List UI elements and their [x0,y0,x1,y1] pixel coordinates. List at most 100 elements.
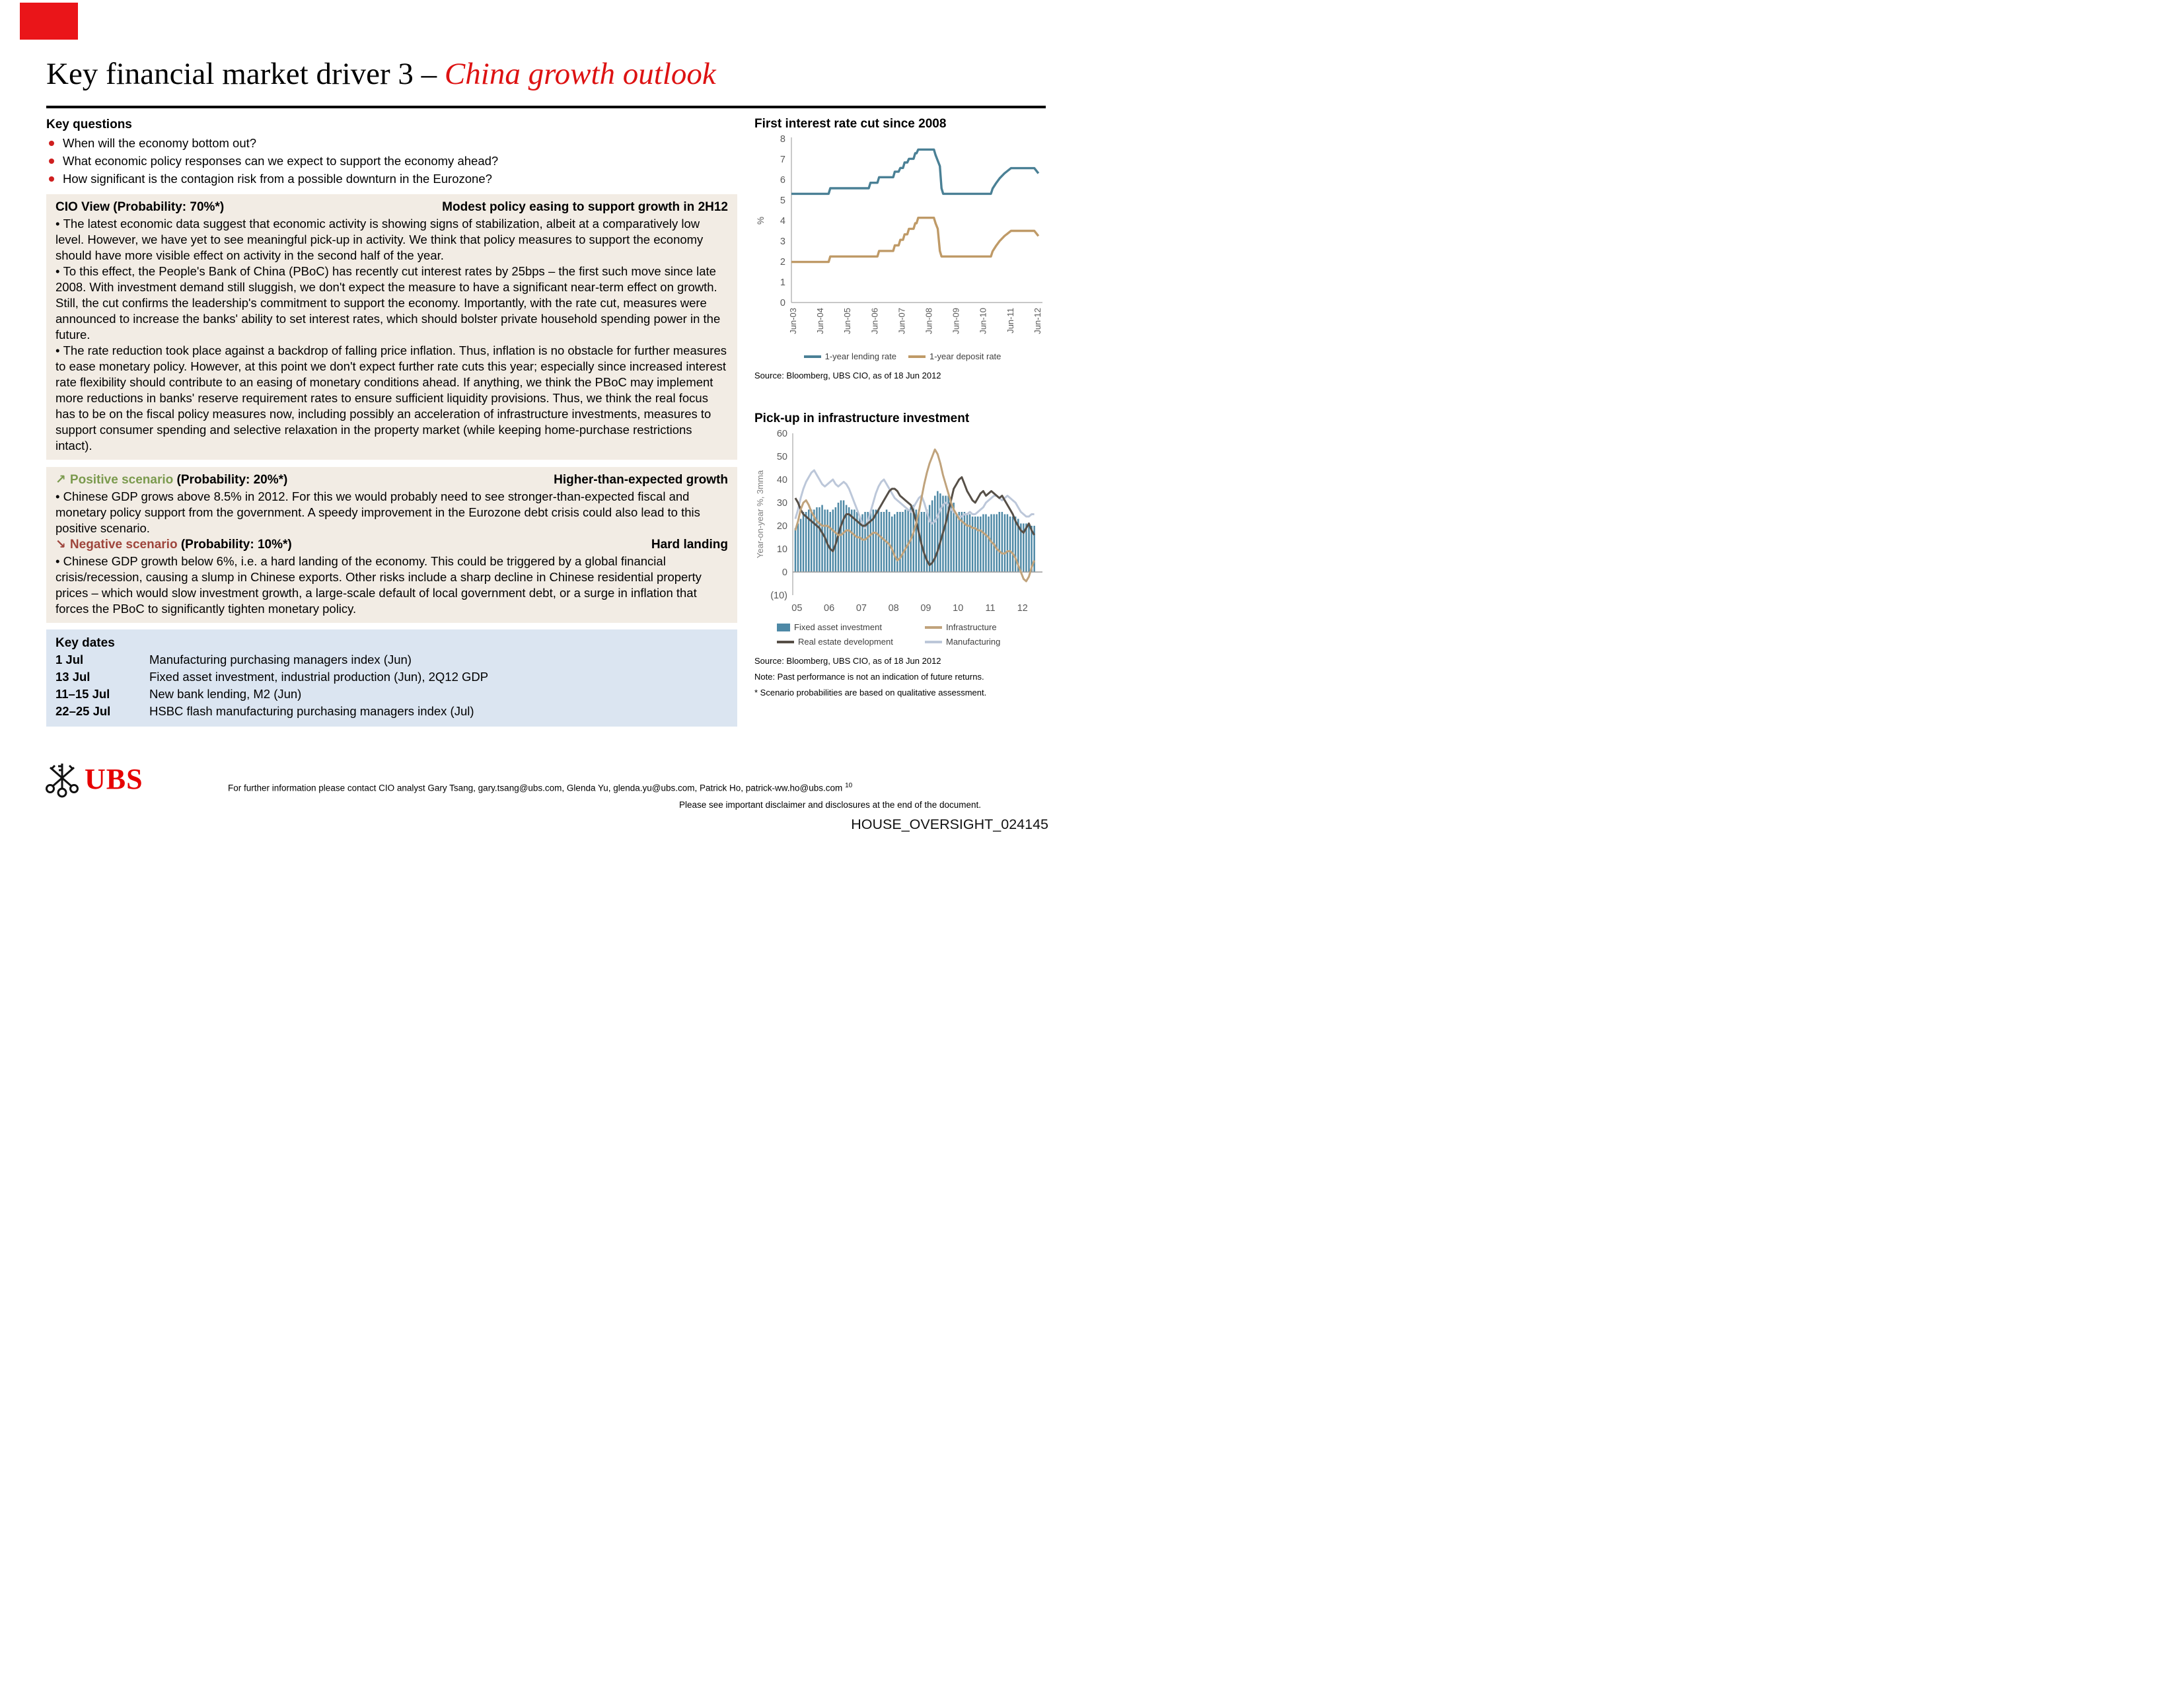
legend-item: 1-year lending rate [803,351,896,361]
key-question-item: How significant is the contagion risk fr… [46,170,737,187]
footer-disclaimer: Please see important disclaimer and disc… [678,800,981,810]
legend-label: Real estate development [798,637,893,647]
cio-view-tagline: Modest policy easing to support growth i… [442,200,728,214]
svg-text:30: 30 [777,498,787,509]
legend-label: Manufacturing [946,637,1001,647]
scenarios-box: ↗ Positive scenario (Probability: 20%*) H… [46,467,737,623]
cio-view-bullets: The latest economic data suggest that ec… [55,216,728,454]
svg-text:2: 2 [780,257,785,268]
svg-text:5: 5 [780,196,785,206]
legend-swatch-icon [777,623,790,631]
svg-text:40: 40 [777,475,787,485]
key-date-event: New bank lending, M2 (Jun) [149,687,302,701]
svg-text:4: 4 [780,216,785,227]
negative-scenario-bullet: Chinese GDP growth below 6%, i.e. a hard… [55,554,728,617]
svg-text:8: 8 [780,134,785,145]
svg-text:1: 1 [780,277,785,288]
negative-scenario-header: ↘ Negative scenario (Probability: 10%*) H… [55,536,728,554]
footer-contact-text: For further information please contact C… [228,783,843,793]
chart2-legend: Fixed asset investment Infrastructure Real… [777,622,1050,647]
svg-text:Jun-10: Jun-10 [978,308,988,334]
svg-text:7: 7 [780,155,785,165]
down-right-arrow-icon: ↘ [55,538,66,552]
key-date-row: 11–15 Jul New bank lending, M2 (Jun) [55,686,728,703]
positive-scenario-tagline: Higher-than-expected growth [554,473,728,487]
positive-scenario-probability: (Probability: 20%*) [176,473,288,487]
chart2-source: Source: Bloomberg, UBS CIO, as of 18 Jun… [754,656,941,666]
legend-item: Infrastructure [925,622,1050,632]
key-dates-list: 1 Jul Manufacturing purchasing managers … [55,651,728,720]
svg-text:0: 0 [780,298,785,308]
positive-scenario-header: ↗ Positive scenario (Probability: 20%*) H… [55,472,728,489]
document-page: Key financial market driver 3 – China gr… [0,0,1092,842]
cio-view-bullet: The latest economic data suggest that ec… [55,216,728,264]
svg-text:Jun-11: Jun-11 [1005,308,1015,334]
key-date-event: Fixed asset investment, industrial produ… [149,670,489,684]
key-date-row: 22–25 Jul HSBC flash manufacturing purch… [55,703,728,720]
legend-item: Real estate development [777,637,925,647]
svg-text:50: 50 [777,452,787,462]
key-date: 1 Jul [55,653,84,666]
legend-swatch-icon [908,355,926,358]
positive-scenario-bullet: Chinese GDP grows above 8.5% in 2012. Fo… [55,489,728,536]
scenario-footnote: * Scenario probabilities are based on qu… [754,688,987,698]
legend-item: Manufacturing [925,637,1050,647]
ubs-wordmark: UBS [85,763,143,795]
legend-swatch-icon [925,626,942,629]
key-dates-heading: Key dates [55,636,115,650]
svg-text:Jun-05: Jun-05 [842,308,852,334]
svg-text:Year-on-year %, 3mma: Year-on-year %, 3mma [755,470,765,558]
infrastructure-investment-chart: 60 50 40 30 20 10 0 (10) Year-on-year %, 3mma 05 0… [755,429,1042,614]
legend-item: 1-year deposit rate [908,351,1001,361]
svg-text:06: 06 [824,603,834,614]
svg-text:Jun-03: Jun-03 [788,308,798,334]
title-rule [46,106,1046,108]
key-date: 22–25 Jul [55,704,111,718]
svg-text:60: 60 [777,429,787,439]
legend-item: Fixed asset investment [777,622,925,632]
page-title-black: Key financial market driver 3 – [46,57,445,91]
key-date: 13 Jul [55,670,91,684]
legend-swatch-icon [803,355,821,358]
legend-label: Infrastructure [946,622,997,632]
cio-view-box: CIO View (Probability: 70%*) Modest poli… [46,194,737,460]
key-dates-box: Key dates 1 Jul Manufacturing purchasing… [46,629,737,727]
svg-text:09: 09 [920,603,931,614]
page-number: 10 [845,782,853,789]
negative-scenario-label: Negative scenario [69,538,178,552]
svg-text:6: 6 [780,175,785,186]
up-right-arrow-icon: ↗ [55,473,66,487]
svg-text:Jun-12: Jun-12 [1033,308,1042,334]
chart1-source: Source: Bloomberg, UBS CIO, as of 18 Jun… [754,371,941,380]
key-questions-heading: Key questions [46,118,132,131]
svg-text:10: 10 [777,544,787,555]
svg-text:3: 3 [780,236,785,247]
red-redaction-mark [20,3,78,40]
key-date-row: 13 Jul Fixed asset investment, industria… [55,668,728,686]
negative-scenario-tagline: Hard landing [651,538,728,552]
svg-text:Jun-07: Jun-07 [896,308,906,334]
svg-text:20: 20 [777,521,787,532]
page-title-red: China growth outlook [444,57,716,91]
negative-scenario-probability: (Probability: 10%*) [180,538,292,552]
legend-swatch-icon [777,640,794,643]
left-column: Key questions When will the economy bott… [46,116,737,727]
chart2-title: Pick-up in infrastructure investment [754,412,970,425]
svg-text:(10): (10) [770,591,787,601]
chart1-title: First interest rate cut since 2008 [754,117,947,131]
svg-text:Jun-09: Jun-09 [951,308,961,334]
cio-view-bullet: To this effect, the People's Bank of Chi… [55,264,728,343]
key-date-event: Manufacturing purchasing managers index … [149,653,412,666]
svg-text:12: 12 [1017,603,1028,614]
key-date-event: HSBC flash manufacturing purchasing mana… [149,704,474,718]
svg-text:07: 07 [856,603,867,614]
key-question-item: What economic policy responses can we ex… [46,153,737,169]
key-date: 11–15 Jul [55,687,110,701]
svg-text:05: 05 [791,603,802,614]
svg-text:%: % [756,217,766,225]
interest-rate-chart: 0 1 2 3 4 5 6 7 8% Jun-03 Jun-04 Jun-05 Jun-06 Jun-07… [756,134,1042,334]
svg-text:Jun-08: Jun-08 [924,308,933,334]
key-date-row: 1 Jul Manufacturing purchasing managers … [55,651,728,668]
key-question-item: When will the economy bottom out? [46,135,737,151]
